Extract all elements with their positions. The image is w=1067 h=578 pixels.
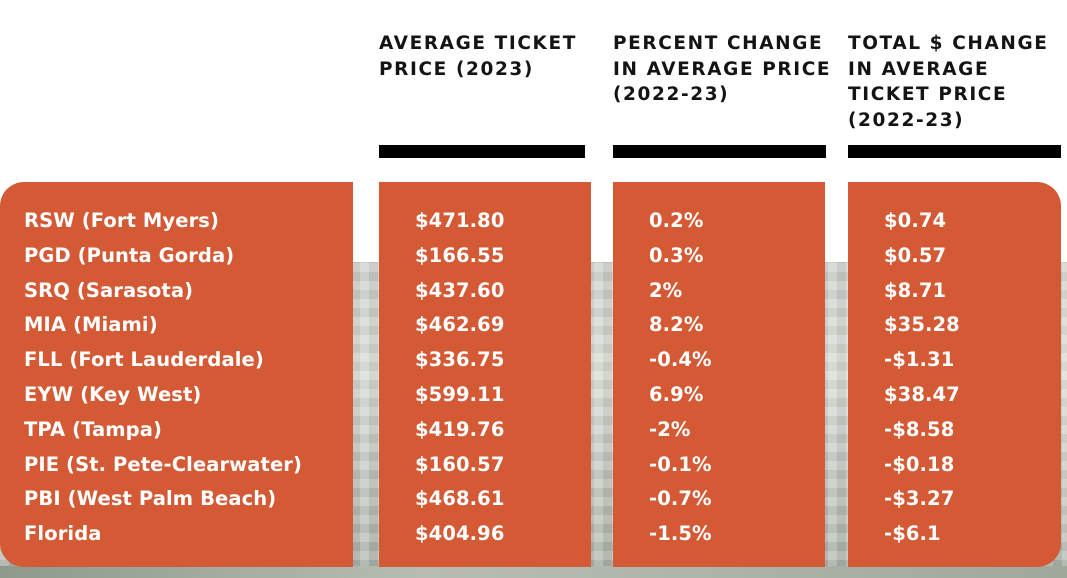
total-change-value: $0.57 [884, 243, 947, 267]
total-change-value: -$6.1 [884, 522, 941, 546]
airport-label: PGD (Punta Gorda) [24, 243, 235, 267]
total-change-value: -$3.27 [884, 487, 955, 511]
percent-change-value: 2% [649, 278, 683, 302]
header-rule-total [848, 145, 1061, 158]
percent-change-value: -2% [649, 417, 691, 441]
percent-change-value: 8.2% [649, 313, 704, 337]
header-average-ticket-price: AVERAGE TICKET PRICE (2023) [379, 33, 577, 80]
average-price-value: $471.80 [415, 209, 505, 232]
header-total-change: TOTAL $ CHANGE IN AVERAGE TICKET PRICE (… [848, 33, 1049, 131]
airport-column-panel [0, 182, 353, 567]
total-change-value: -$0.18 [884, 452, 955, 476]
airport-label: Florida [24, 522, 102, 546]
percent-change-value: -0.7% [649, 487, 712, 511]
header-percent-change: PERCENT CHANGE IN AVERAGE PRICE (2022-23… [613, 33, 832, 105]
total-change-value: $8.71 [884, 278, 947, 302]
airport-label: PIE (St. Pete-Clearwater) [24, 452, 303, 476]
average-price-value: $419.76 [415, 417, 505, 441]
average-price-value: $599.11 [415, 383, 505, 406]
total-change-column-panel [848, 182, 1061, 567]
airport-label: SRQ (Sarasota) [24, 278, 194, 302]
percent-change-value: -0.4% [649, 348, 712, 372]
background-photo-bottom [0, 566, 1067, 578]
average-price-value: $404.96 [415, 522, 505, 546]
total-change-value: -$1.31 [884, 348, 955, 372]
percent-column-panel [613, 182, 825, 567]
airport-label: MIA (Miami) [24, 313, 158, 337]
airport-label: RSW (Fort Myers) [24, 209, 220, 232]
average-price-value: $166.55 [415, 243, 505, 267]
average-price-value: $468.61 [415, 487, 505, 511]
airport-label: EYW (Key West) [24, 383, 202, 406]
percent-change-value: 0.3% [649, 243, 704, 267]
percent-change-value: 0.2% [649, 209, 704, 232]
airport-label: PBI (West Palm Beach) [24, 487, 277, 511]
average-price-value: $160.57 [415, 452, 505, 476]
total-change-value: -$8.58 [884, 417, 955, 441]
total-change-value: $38.47 [884, 383, 960, 406]
airport-label: TPA (Tampa) [24, 417, 162, 441]
percent-change-value: -0.1% [649, 452, 712, 476]
average-price-value: $336.75 [415, 348, 505, 372]
header-rule-price [379, 145, 585, 158]
total-change-value: $0.74 [884, 209, 947, 232]
airport-label: FLL (Fort Lauderdale) [24, 348, 264, 372]
price-column-panel [379, 182, 591, 567]
header-rule-percent [613, 145, 826, 158]
percent-change-value: -1.5% [649, 522, 712, 546]
total-change-value: $35.28 [884, 313, 960, 337]
percent-change-value: 6.9% [649, 383, 704, 406]
average-price-value: $462.69 [415, 313, 505, 337]
average-price-value: $437.60 [415, 278, 505, 302]
